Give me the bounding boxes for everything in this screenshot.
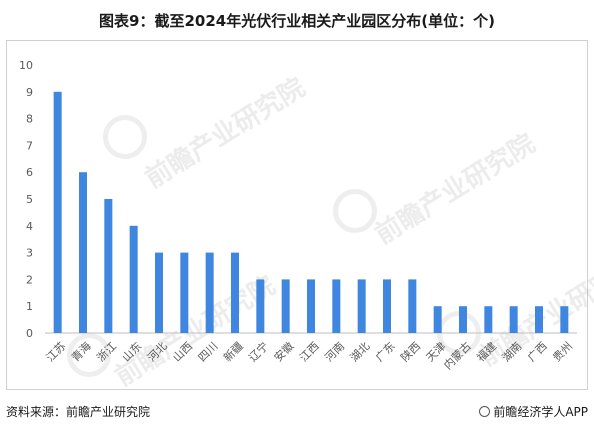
y-tick-label: 0 <box>26 327 33 340</box>
x-tick-label: 贵州 <box>550 340 575 365</box>
bar <box>433 306 442 333</box>
y-tick-label: 9 <box>26 86 33 99</box>
chart-title: 图表9：截至2024年光伏行业相关产业园区分布(单位：个) <box>99 12 495 30</box>
bar <box>129 225 138 333</box>
bar <box>180 252 189 333</box>
x-tick-label: 广西 <box>525 340 550 365</box>
brand-logo-icon <box>479 406 491 417</box>
y-tick-label: 1 <box>26 300 33 313</box>
y-tick-label: 2 <box>26 273 33 286</box>
x-tick-label: 新疆 <box>220 339 245 364</box>
bar <box>104 199 113 333</box>
y-tick-label: 7 <box>26 139 33 152</box>
bar <box>408 279 417 333</box>
y-tick-label: 3 <box>26 247 33 260</box>
x-tick-label: 湖北 <box>348 340 373 365</box>
x-tick-label: 四川 <box>196 340 221 365</box>
y-tick-label: 6 <box>26 166 33 179</box>
bar <box>281 279 290 333</box>
bar <box>307 279 315 333</box>
bar <box>53 91 62 333</box>
x-tick-label: 内蒙古 <box>441 339 474 372</box>
bar <box>332 279 341 333</box>
x-tick-label: 山西 <box>170 340 195 365</box>
x-tick-label: 青海 <box>68 339 93 364</box>
source-note: 资料来源：前瞻产业研究院 <box>6 405 151 419</box>
x-tick-label: 江苏 <box>44 340 69 365</box>
bar-chart: 0 1 2 3 4 5 6 7 8 9 10 江苏 青海 浙江 山东 河北 山西 四川 新疆 辽宁 安徽 江西 河南 湖北 广东… <box>19 59 577 372</box>
bar <box>357 279 366 333</box>
brand-text: 前瞻经济学人APP <box>493 405 588 419</box>
brand-label: 前瞻经济学人APP <box>479 403 588 420</box>
bar <box>205 252 214 333</box>
x-tick-label: 安徽 <box>271 339 296 364</box>
bar <box>509 306 518 333</box>
x-tick-label: 福建 <box>474 339 499 364</box>
bar <box>231 252 239 333</box>
y-tick-label: 10 <box>19 59 33 72</box>
bar <box>535 306 543 333</box>
bar <box>155 252 163 333</box>
x-tick-label: 山东 <box>120 340 145 365</box>
x-tick-label: 江西 <box>297 340 322 365</box>
x-tick-label: 浙江 <box>94 340 119 365</box>
x-tick-label: 广东 <box>373 340 398 365</box>
y-tick-label: 4 <box>26 220 33 233</box>
bar <box>484 306 493 333</box>
bar <box>383 279 391 333</box>
y-tick-label: 8 <box>26 113 33 126</box>
y-tick-label: 5 <box>26 193 33 206</box>
bar <box>459 306 467 333</box>
bar <box>560 306 569 333</box>
x-tick-label: 辽宁 <box>246 339 271 364</box>
x-tick-label: 河南 <box>322 340 347 365</box>
bar <box>256 279 265 333</box>
bar <box>79 172 87 333</box>
x-tick-label: 河北 <box>145 340 170 365</box>
x-tick-label: 湖南 <box>500 340 525 365</box>
x-tick-label: 陕西 <box>398 339 423 364</box>
